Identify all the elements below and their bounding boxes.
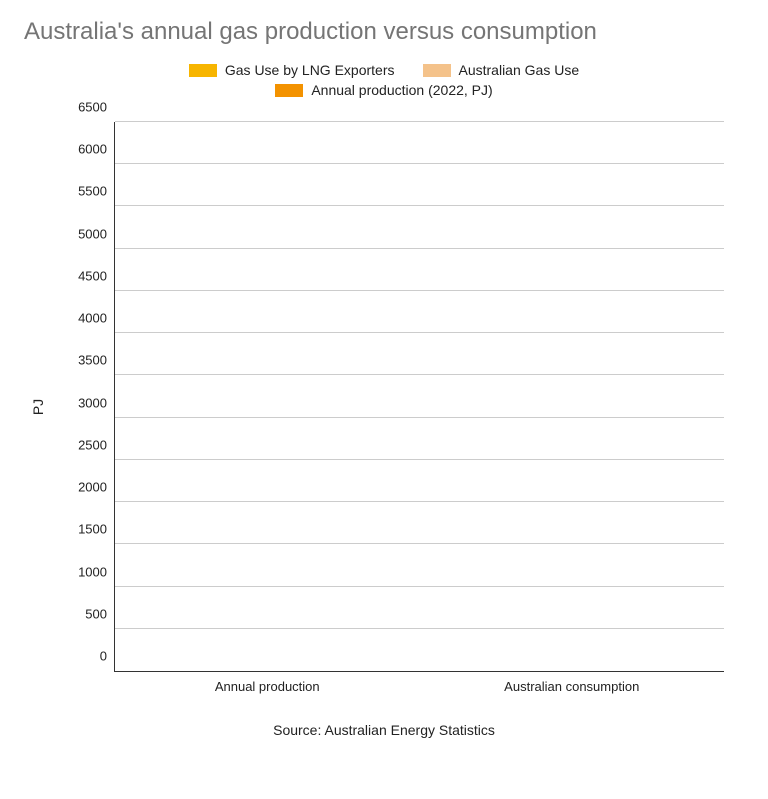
legend-row: Annual production (2022, PJ) [24,82,744,98]
legend-item: Annual production (2022, PJ) [275,82,492,98]
y-tick-label: 4500 [78,268,115,283]
legend-swatch [189,64,217,77]
legend-row: Gas Use by LNG Exporters Australian Gas … [24,62,744,78]
gridline [115,205,724,206]
gridline [115,163,724,164]
legend-label: Gas Use by LNG Exporters [225,62,395,78]
x-tick-label: Australian consumption [504,671,639,694]
y-tick-label: 4000 [78,311,115,326]
plot-area: 0500100015002000250030003500400045005000… [114,122,724,672]
y-axis-label: PJ [30,399,46,415]
chart-legend: Gas Use by LNG Exporters Australian Gas … [24,62,744,98]
y-tick-label: 500 [85,606,115,621]
gridline [115,628,724,629]
y-tick-label: 1500 [78,522,115,537]
chart-title: Australia's annual gas production versus… [24,18,744,46]
legend-label: Australian Gas Use [459,62,580,78]
plot-wrapper: PJ 0500100015002000250030003500400045005… [24,112,744,702]
source-caption: Source: Australian Energy Statistics [24,722,744,738]
gridline [115,459,724,460]
y-tick-label: 3000 [78,395,115,410]
gridline [115,332,724,333]
legend-item: Gas Use by LNG Exporters [189,62,395,78]
legend-label: Annual production (2022, PJ) [311,82,492,98]
gridline [115,586,724,587]
y-tick-label: 6000 [78,142,115,157]
gridline [115,290,724,291]
y-tick-label: 5500 [78,184,115,199]
legend-swatch [275,84,303,97]
gridline [115,121,724,122]
gridline [115,543,724,544]
legend-swatch [423,64,451,77]
y-tick-label: 1000 [78,564,115,579]
y-tick-label: 3500 [78,353,115,368]
y-tick-label: 0 [100,649,115,664]
gridline [115,374,724,375]
y-tick-label: 2500 [78,437,115,452]
bars-layer [115,122,724,671]
gridline [115,501,724,502]
x-tick-label: Annual production [215,671,320,694]
gridline [115,248,724,249]
y-tick-label: 2000 [78,480,115,495]
legend-item: Australian Gas Use [423,62,580,78]
chart-container: Australia's annual gas production versus… [0,0,768,799]
gridline [115,417,724,418]
y-tick-label: 6500 [78,100,115,115]
y-tick-label: 5000 [78,226,115,241]
